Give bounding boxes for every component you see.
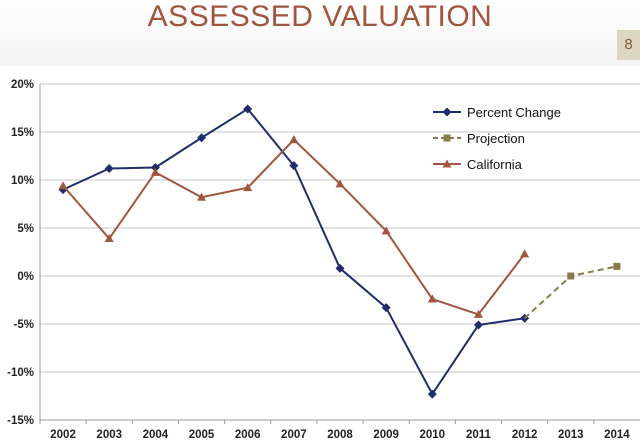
y-tick-label: -10% <box>7 367 34 379</box>
data-point-percent-change <box>104 163 114 173</box>
x-tick-label: 2010 <box>420 429 446 441</box>
legend-label-percent-change: Percent Change <box>467 105 561 120</box>
series-line-percent-change <box>62 107 525 396</box>
page-number-badge: 8 <box>617 30 640 60</box>
data-point-percent-change <box>381 303 391 313</box>
series-projection <box>523 262 621 319</box>
x-tick-label: 2011 <box>466 429 492 441</box>
data-point-california <box>427 294 437 303</box>
x-tick-label: 2014 <box>604 429 630 441</box>
y-tick-label: 5% <box>17 223 34 235</box>
data-point-percent-change <box>427 389 437 399</box>
line-chart: -15%-10%-5%0%5%10%15%20% 2002 2003 2004 200… <box>7 79 640 441</box>
data-point-california <box>381 226 391 235</box>
data-point-percent-change <box>243 104 253 114</box>
series-california <box>58 135 530 318</box>
y-tick-label: 10% <box>11 175 34 187</box>
slide-title: ASSESSED VALUATION <box>147 0 493 33</box>
slide-header <box>0 0 640 66</box>
legend-entry-projection: Projection <box>433 131 525 146</box>
y-tick-label: -15% <box>7 415 34 427</box>
data-point-percent-change <box>335 263 345 273</box>
legend-entry-california: California <box>433 157 523 172</box>
legend-label-projection: Projection <box>467 131 525 146</box>
y-tick-label: 20% <box>11 79 34 91</box>
legend-marker-projection <box>443 134 451 142</box>
data-point-california <box>150 167 160 176</box>
chart-plot-area <box>58 104 621 399</box>
x-tick-label: 2005 <box>189 429 215 441</box>
data-point-california <box>58 181 68 190</box>
data-point-percent-change <box>289 161 299 171</box>
data-point-california <box>473 309 483 318</box>
x-tick-label: 2008 <box>327 429 353 441</box>
y-axis-ticks: -15% -10% -5% 0% 5% 10% 15% 20% <box>7 79 34 427</box>
x-tick-label: 2013 <box>558 429 584 441</box>
chart-gridlines <box>39 83 640 424</box>
data-point-california <box>104 234 114 243</box>
x-axis-ticks: 2002 2003 2004 2005 2006 2007 2008 2009 2010 2011… <box>50 429 630 441</box>
x-tick-label: 2003 <box>96 429 122 441</box>
data-point-percent-change <box>197 133 207 143</box>
data-point-projection <box>567 272 575 280</box>
legend-entry-percent-change: Percent Change <box>433 105 561 120</box>
y-tick-label: 15% <box>11 127 34 139</box>
data-point-california <box>520 249 530 258</box>
x-tick-label: 2004 <box>143 429 169 441</box>
data-point-percent-change <box>473 320 483 330</box>
legend-label-california: California <box>467 157 523 172</box>
data-point-percent-change <box>150 163 160 173</box>
legend-marker-california <box>442 159 452 168</box>
x-tick-label: 2012 <box>512 429 538 441</box>
x-tick-label: 2006 <box>235 429 261 441</box>
x-tick-label: 2007 <box>281 429 307 441</box>
y-tick-label: 0% <box>17 271 34 283</box>
y-tick-label: -5% <box>14 319 34 331</box>
data-point-california <box>289 135 299 144</box>
data-point-projection <box>613 262 621 270</box>
data-point-california <box>197 192 207 201</box>
series-percent-change <box>58 104 530 399</box>
chart-legend: Percent Change Projection California <box>433 105 561 172</box>
x-tick-label: 2002 <box>50 429 76 441</box>
x-tick-label: 2009 <box>373 429 399 441</box>
legend-marker-percent-change <box>442 107 452 117</box>
data-point-california <box>335 179 345 188</box>
data-point-california <box>243 183 253 192</box>
